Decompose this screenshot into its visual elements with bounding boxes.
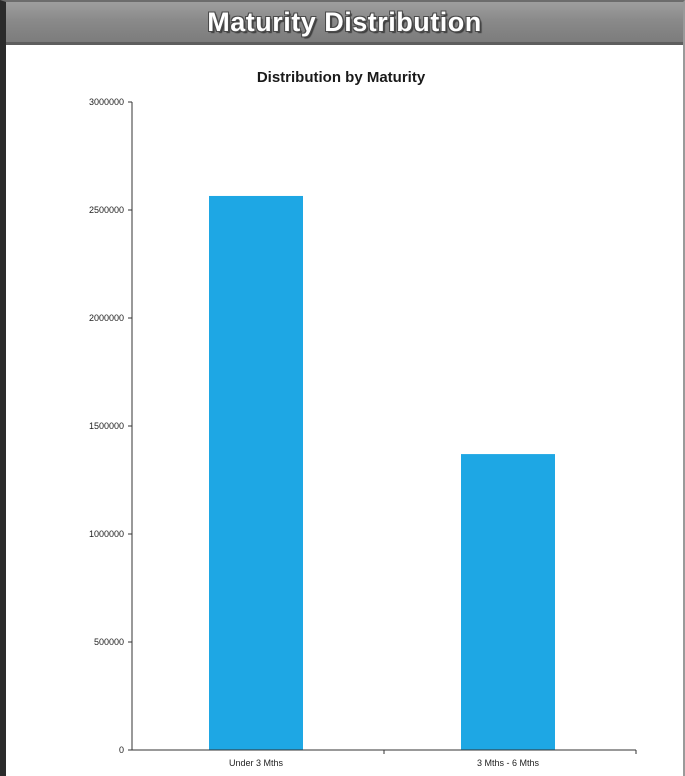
- y-tick-label: 2000000: [89, 313, 124, 323]
- x-tick-label: 3 Mths - 6 Mths: [477, 758, 540, 768]
- y-tick-label: 1500000: [89, 421, 124, 431]
- bars: [209, 195, 555, 750]
- y-tick-label: 2500000: [89, 205, 124, 215]
- x-tick-label: Under 3 Mths: [229, 758, 284, 768]
- section-banner: Maturity Distribution: [6, 2, 683, 45]
- banner-title: Maturity Distribution: [207, 6, 482, 37]
- bar: [461, 454, 555, 750]
- y-tick-label: 500000: [94, 637, 124, 647]
- chart-container: Distribution by Maturity 0 500000 1000000 1…: [6, 45, 683, 776]
- x-axis-labels: Under 3 Mths 3 Mths - 6 Mths: [229, 750, 637, 768]
- y-tick-label: 3000000: [89, 97, 124, 107]
- bar-chart: Distribution by Maturity 0 500000 1000000 1…: [89, 69, 637, 768]
- y-axis-ticks: 0 500000 1000000 1500000 2000000 2500000 30000…: [89, 97, 132, 755]
- y-tick-label: 0: [119, 745, 124, 755]
- y-tick-label: 1000000: [89, 529, 124, 539]
- bar: [209, 195, 303, 750]
- chart-title: Distribution by Maturity: [257, 69, 426, 86]
